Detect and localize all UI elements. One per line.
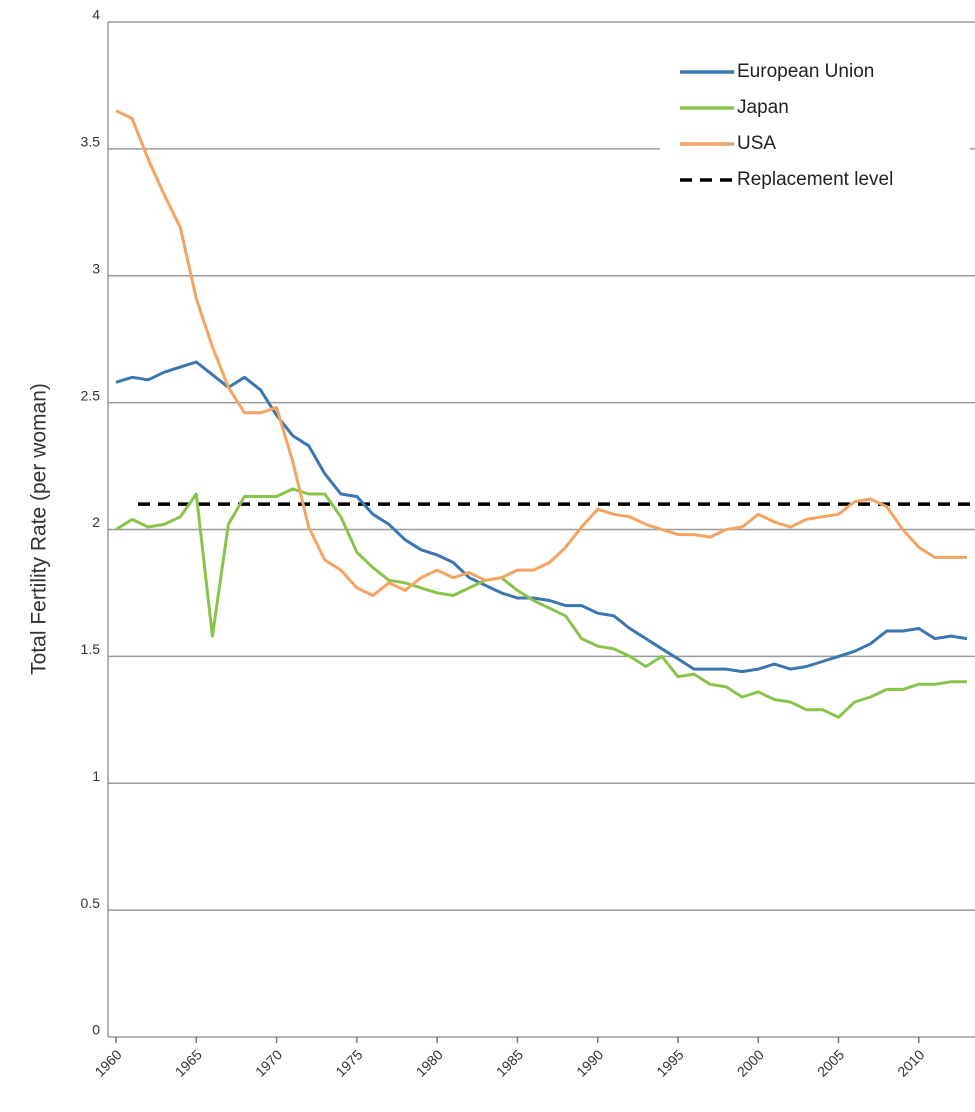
x-tick-label: 1960 (91, 1046, 124, 1079)
x-tick-label: 2010 (894, 1046, 927, 1079)
legend-label: European Union (737, 61, 874, 82)
series-line (116, 362, 967, 672)
x-tick-label: 1985 (493, 1046, 526, 1079)
x-tick-label: 1975 (332, 1046, 365, 1079)
x-tick-label: 1965 (172, 1046, 205, 1079)
y-tick-label: 0.5 (81, 895, 101, 911)
legend-label: Japan (737, 97, 789, 118)
x-tick-label: 2000 (734, 1046, 767, 1079)
page: {"chart_data": { "type": "line", "y_labe… (0, 0, 975, 1112)
legend-label: USA (737, 133, 776, 154)
y-axis-title: Total Fertility Rate (per woman) (28, 383, 51, 675)
y-tick-label: 4 (92, 7, 100, 23)
y-tick-label: 0 (92, 1022, 100, 1038)
y-tick-label: 2.5 (81, 387, 101, 403)
y-tick-label: 1.5 (81, 641, 101, 657)
y-tick-label: 2 (92, 514, 100, 530)
chart: Total Fertility Rate (per woman) 0 0.5 1 1.… (0, 0, 975, 1112)
x-tick-label: 1970 (252, 1046, 285, 1079)
y-tick-label: 1 (92, 768, 100, 784)
legend-label: Replacement level (737, 169, 893, 190)
y-tick-label: 3.5 (81, 134, 101, 150)
x-tick-label: 1980 (413, 1046, 446, 1079)
x-tick-label: 2005 (814, 1046, 847, 1079)
series-line (116, 489, 967, 717)
y-tick-label: 3 (92, 260, 100, 276)
x-tick-label: 1990 (573, 1046, 606, 1079)
x-tick-label: 1995 (653, 1046, 686, 1079)
